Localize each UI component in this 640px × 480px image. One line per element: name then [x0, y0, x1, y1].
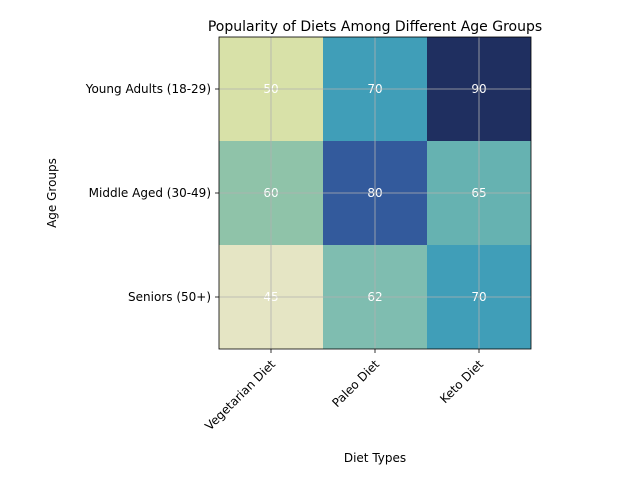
x-tick-label: Paleo Diet — [329, 357, 382, 410]
x-tick-label: Keto Diet — [437, 357, 486, 406]
chart-title: Popularity of Diets Among Different Age … — [208, 19, 542, 35]
y-axis-ticks: Young Adults (18-29) Middle Aged (30-49) S… — [85, 82, 219, 304]
gridlines — [219, 37, 531, 349]
x-axis-ticks: Vegetarian Diet Paleo Diet Keto Diet — [202, 349, 486, 433]
x-tick-label: Vegetarian Diet — [202, 357, 278, 433]
y-tick-label: Seniors (50+) — [128, 290, 211, 304]
y-tick-label: Young Adults (18-29) — [85, 82, 211, 96]
y-axis-label: Age Groups — [45, 158, 59, 228]
y-tick-label: Middle Aged (30-49) — [89, 186, 211, 200]
x-axis-label: Diet Types — [344, 451, 406, 465]
